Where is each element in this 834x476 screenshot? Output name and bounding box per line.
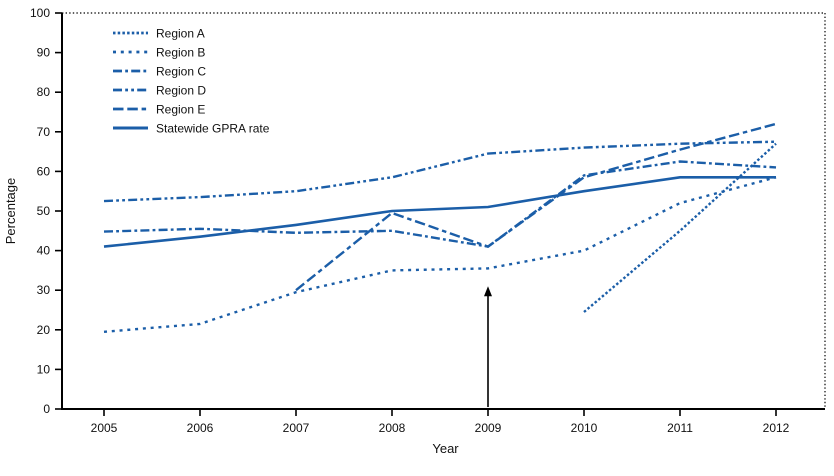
y-tick-label: 60 <box>37 164 51 178</box>
legend-label: Region B <box>156 46 205 60</box>
annotations <box>484 286 492 408</box>
series-line-region-a <box>583 142 777 313</box>
y-tick-label: 50 <box>37 204 51 218</box>
y-tick-label: 80 <box>37 85 51 99</box>
series-lines <box>103 122 777 333</box>
legend-item-region-c: Region C <box>113 65 206 79</box>
legend-label: Region D <box>156 84 206 98</box>
legend-label: Region C <box>156 65 206 79</box>
x-tick-label: 2009 <box>475 421 502 435</box>
x-tick-label: 2008 <box>379 421 406 435</box>
legend: Region A Region B Region C Region D Region E… <box>113 27 270 136</box>
legend-item-region-e: Region E <box>113 103 205 117</box>
legend-item-region-d: Region D <box>113 84 206 98</box>
series-line-region-d <box>103 140 777 203</box>
y-tick-label: 100 <box>30 6 50 20</box>
legend-label: Statewide GPRA rate <box>156 122 270 136</box>
legend-item-region-a: Region A <box>113 27 205 41</box>
y-axis: 0 10 20 30 40 50 60 70 80 90 100 Percentage <box>3 6 62 416</box>
y-tick-label: 20 <box>37 323 51 337</box>
x-axis-title: Year <box>432 441 459 456</box>
x-tick-label: 2007 <box>283 421 310 435</box>
y-axis-title: Percentage <box>3 178 18 245</box>
legend-label: Region A <box>156 27 205 41</box>
x-tick-label: 2005 <box>91 421 118 435</box>
y-tick-label: 90 <box>37 46 51 60</box>
series-line-region-e <box>295 122 777 292</box>
series-line-statewide-gpra-rate <box>103 176 776 248</box>
series-line-region-b <box>103 176 777 333</box>
y-tick-label: 30 <box>37 283 51 297</box>
series-line-region-c <box>103 160 777 248</box>
legend-item-region-b: Region B <box>113 46 205 60</box>
legend-item-statewide-gpra-rate: Statewide GPRA rate <box>113 122 270 136</box>
y-tick-label: 40 <box>37 244 51 258</box>
arrow-head-icon <box>484 286 492 297</box>
y-tick-label: 0 <box>43 402 50 416</box>
x-tick-label: 2010 <box>571 421 598 435</box>
y-tick-label: 70 <box>37 125 51 139</box>
x-axis: 2005 2006 2007 2008 2009 2010 2011 2012 Year <box>91 409 790 456</box>
x-tick-label: 2012 <box>763 421 790 435</box>
legend-label: Region E <box>156 103 205 117</box>
x-tick-label: 2011 <box>667 421 693 435</box>
x-tick-label: 2006 <box>187 421 214 435</box>
y-tick-label: 10 <box>37 362 51 376</box>
